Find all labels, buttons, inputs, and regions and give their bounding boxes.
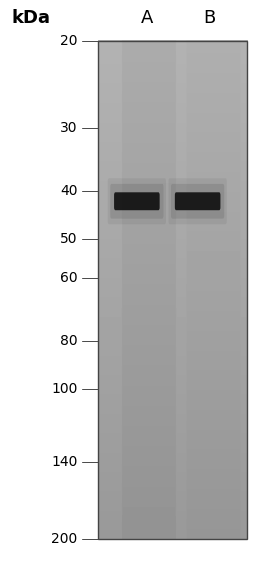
FancyBboxPatch shape xyxy=(171,184,224,218)
FancyBboxPatch shape xyxy=(110,184,163,218)
FancyBboxPatch shape xyxy=(175,193,220,210)
Text: 200: 200 xyxy=(51,532,77,546)
Text: 30: 30 xyxy=(60,122,77,136)
Bar xyxy=(98,41,247,539)
FancyBboxPatch shape xyxy=(168,178,227,224)
Text: kDa: kDa xyxy=(12,8,50,26)
Text: 40: 40 xyxy=(60,184,77,198)
Text: 60: 60 xyxy=(60,271,77,285)
Text: B: B xyxy=(203,8,215,26)
Text: 140: 140 xyxy=(51,455,77,469)
Text: 50: 50 xyxy=(60,232,77,246)
Text: A: A xyxy=(141,8,153,26)
FancyBboxPatch shape xyxy=(108,178,166,224)
Text: 80: 80 xyxy=(60,334,77,348)
FancyBboxPatch shape xyxy=(114,193,160,210)
Text: 20: 20 xyxy=(60,34,77,48)
Text: 100: 100 xyxy=(51,382,77,396)
